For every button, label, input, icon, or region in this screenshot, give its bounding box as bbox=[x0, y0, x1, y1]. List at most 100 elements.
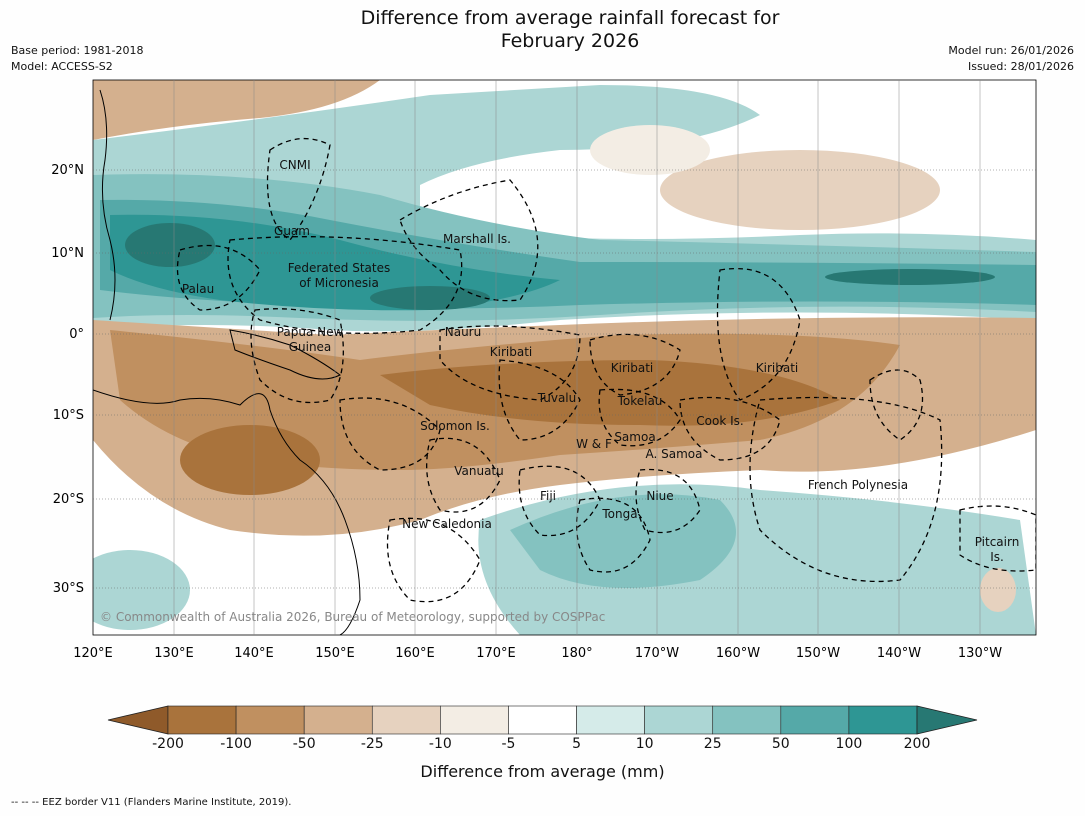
dry-patch-se bbox=[980, 568, 1016, 612]
lon-label: 120°E bbox=[73, 646, 113, 661]
region-label: W & F bbox=[576, 437, 612, 451]
region-label: Fiji bbox=[540, 489, 556, 503]
wet-patch-sw bbox=[93, 550, 190, 630]
region-label: Vanuatu bbox=[454, 464, 504, 478]
metadata-left: Base period: 1981-2018 Model: ACCESS-S2 bbox=[11, 43, 143, 75]
colorbar-extend-low bbox=[107, 705, 169, 735]
lon-label: 170°E bbox=[476, 646, 516, 661]
region-label: Guam bbox=[274, 224, 310, 238]
lon-label: 150°W bbox=[796, 646, 840, 661]
region-label: Niue bbox=[646, 489, 673, 503]
wet-south-core bbox=[510, 494, 736, 588]
colorbar-tick-label: 200 bbox=[903, 736, 931, 752]
colorbar-tick-label: 25 bbox=[703, 736, 722, 752]
dry-band-south-core bbox=[380, 360, 840, 426]
colorbar-segment bbox=[576, 705, 645, 735]
lon-label: 130°W bbox=[958, 646, 1002, 661]
lon-label: 140°W bbox=[877, 646, 921, 661]
colorbar-tick-label: 5 bbox=[572, 736, 581, 752]
model-text: Model: ACCESS-S2 bbox=[11, 60, 113, 73]
model-run-text: Model run: 26/01/2026 bbox=[948, 44, 1074, 57]
region-label: Samoa bbox=[614, 430, 655, 444]
colorbar bbox=[107, 705, 978, 735]
region-label: Kiribati bbox=[611, 361, 653, 375]
colorbar-segment bbox=[303, 705, 373, 735]
graticule bbox=[93, 80, 1036, 635]
region-label: A. Samoa bbox=[646, 447, 703, 461]
copyright-notice: © Commonwealth of Australia 2026, Bureau… bbox=[100, 610, 605, 624]
coastline-australia bbox=[93, 389, 361, 635]
colorbar-tick-label: -5 bbox=[501, 736, 516, 752]
lat-label: 30°S bbox=[53, 581, 84, 596]
coastline-png bbox=[229, 329, 341, 380]
colorbar-segment bbox=[848, 705, 918, 735]
title-line-1: Difference from average rainfall forecas… bbox=[360, 7, 780, 29]
lat-label: 0° bbox=[69, 327, 84, 342]
eez-borders bbox=[176, 137, 1036, 603]
colorbar-segment bbox=[235, 705, 305, 735]
region-label: Palau bbox=[182, 282, 214, 296]
region-label: Papua New bbox=[277, 325, 344, 339]
region-label: of Micronesia bbox=[299, 276, 379, 290]
colorbar-title: Difference from average (mm) bbox=[420, 762, 665, 781]
colorbar-tick-label: 50 bbox=[771, 736, 790, 752]
region-label: French Polynesia bbox=[808, 478, 908, 492]
region-label: New Caledonia bbox=[402, 517, 492, 531]
dry-core-2 bbox=[180, 425, 320, 495]
dry-band-north bbox=[93, 80, 380, 140]
region-label: Nauru bbox=[445, 325, 481, 339]
chart-title: Difference from average rainfall forecas… bbox=[270, 7, 870, 53]
colorbar-tick-label: -200 bbox=[152, 736, 184, 752]
lon-label: 170°W bbox=[635, 646, 679, 661]
colorbar-segment bbox=[440, 705, 509, 735]
latitude-labels: 20°N 10°N 0° 10°S 20°S 30°S bbox=[51, 163, 84, 596]
region-label: Tonga bbox=[601, 507, 637, 521]
base-period-text: Base period: 1981-2018 bbox=[11, 44, 144, 57]
region-label: Kiribati bbox=[490, 345, 532, 359]
lon-label: 160°W bbox=[716, 646, 760, 661]
issued-text: Issued: 28/01/2026 bbox=[967, 60, 1074, 73]
colorbar-segment bbox=[780, 705, 850, 735]
lon-label: 130°E bbox=[154, 646, 194, 661]
colorbar-tick-label: -100 bbox=[220, 736, 252, 752]
region-label: Kiribati bbox=[756, 361, 798, 375]
lat-label: 20°N bbox=[51, 163, 84, 178]
lat-label: 10°S bbox=[53, 408, 84, 423]
map-field bbox=[93, 80, 1036, 635]
colorbar-segment bbox=[712, 705, 782, 735]
region-label: Tokelau bbox=[617, 394, 663, 408]
lon-label: 140°E bbox=[234, 646, 274, 661]
metadata-right: Model run: 26/01/2026 Issued: 28/01/2026 bbox=[948, 43, 1074, 75]
lon-label: 180° bbox=[561, 646, 592, 661]
dry-patch-nw bbox=[590, 125, 710, 175]
region-label: Marshall Is. bbox=[443, 232, 511, 246]
lon-label: 160°E bbox=[395, 646, 435, 661]
colorbar-segment bbox=[508, 705, 577, 735]
wet-max-central bbox=[370, 286, 490, 310]
lat-label: 10°N bbox=[51, 246, 84, 261]
colorbar-segment bbox=[644, 705, 714, 735]
longitude-labels: 120°E 130°E 140°E 150°E 160°E 170°E 180° 170°W 1… bbox=[73, 646, 1002, 661]
region-label: Is. bbox=[990, 550, 1004, 564]
wet-max-east bbox=[825, 269, 995, 285]
lat-label: 20°S bbox=[53, 492, 84, 507]
colorbar-tick-label: -50 bbox=[292, 736, 316, 752]
region-label: Tuvalu bbox=[537, 391, 577, 405]
colorbar-tick-label: 100 bbox=[835, 736, 863, 752]
colorbar-segment bbox=[167, 705, 237, 735]
title-line-2: February 2026 bbox=[500, 30, 640, 52]
region-label: Guinea bbox=[289, 340, 332, 354]
region-label: Cook Is. bbox=[696, 414, 743, 428]
colorbar-tick-label: -25 bbox=[360, 736, 384, 752]
wet-max-west bbox=[125, 223, 215, 267]
region-label: Solomon Is. bbox=[420, 419, 490, 433]
map-frame bbox=[92, 79, 1037, 636]
coastline-philippines bbox=[99, 89, 116, 321]
region-label: CNMI bbox=[279, 158, 310, 172]
colorbar-tick-label: 10 bbox=[635, 736, 654, 752]
eez-footnote: -- -- -- EEZ border V11 (Flanders Marine… bbox=[11, 797, 292, 808]
region-label: Pitcairn bbox=[975, 535, 1020, 549]
colorbar-segment bbox=[371, 705, 441, 735]
